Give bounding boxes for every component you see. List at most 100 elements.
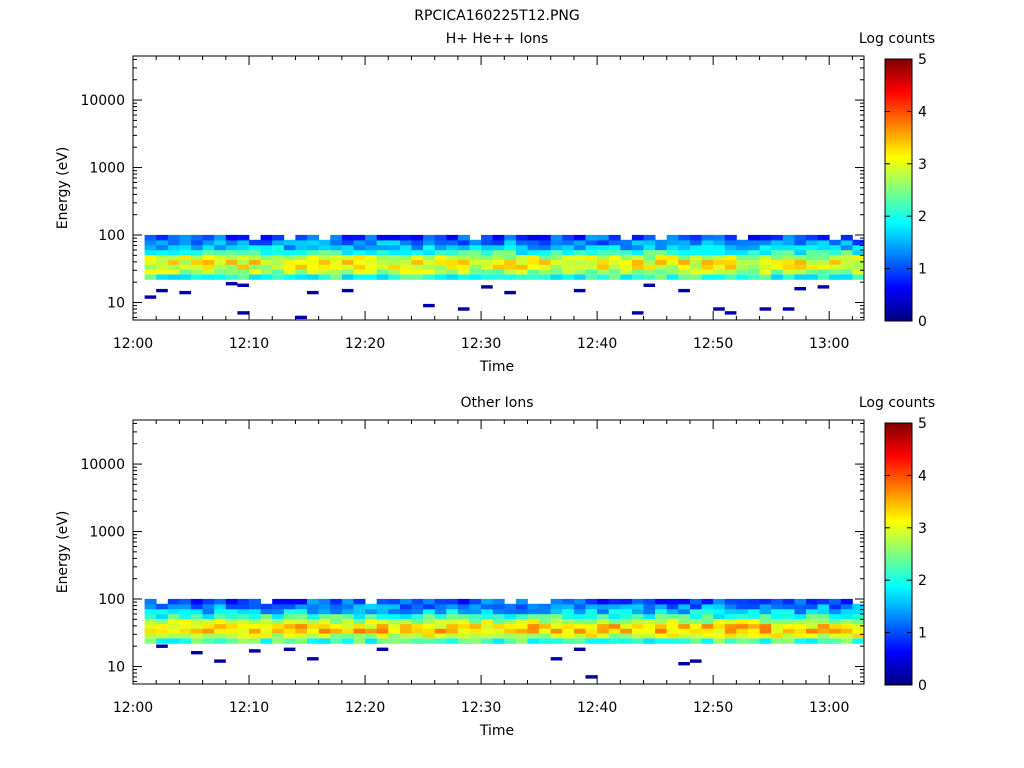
spectrogram-cell xyxy=(423,628,436,634)
spectrogram-cell xyxy=(260,638,273,644)
spectrogram-cell xyxy=(504,638,517,644)
spectrogram-cell xyxy=(840,239,853,246)
spectrogram-cell xyxy=(643,244,656,251)
spectrogram-cell xyxy=(457,628,470,634)
spectrogram-cell xyxy=(214,598,227,605)
spectrogram-cell xyxy=(214,244,227,251)
spectrogram-cell xyxy=(179,608,192,615)
spectrogram-cell xyxy=(156,608,169,615)
spectrogram-cell xyxy=(724,632,737,639)
spectrogram-cell xyxy=(179,598,192,605)
spectrogram-cell xyxy=(225,259,238,265)
spectrogram-cell xyxy=(643,603,656,610)
spectrogram-cell xyxy=(341,632,354,639)
spectrogram-cell xyxy=(225,268,238,275)
spectrogram-cell xyxy=(446,254,459,261)
spectrogram-cell xyxy=(806,618,818,625)
spectrogram-cell xyxy=(678,638,691,644)
spectrogram-cell xyxy=(782,264,795,270)
spectrogram-cell xyxy=(237,628,250,634)
spectrogram-cell xyxy=(260,264,273,270)
spectrogram-cell xyxy=(817,259,830,265)
spectrogram-cell xyxy=(411,274,424,280)
spectrogram-cell xyxy=(481,234,494,241)
spectrogram-cell xyxy=(504,618,517,625)
spectrogram-cell xyxy=(771,623,784,629)
spectrogram-cell xyxy=(806,603,818,610)
spectrogram-cell xyxy=(469,598,482,605)
spectrogram-cell xyxy=(481,608,494,615)
spectrogram-cell xyxy=(457,254,470,261)
spectrogram-cell xyxy=(701,613,714,619)
spectrogram-cell xyxy=(690,274,702,280)
spectrogram-cell xyxy=(643,254,656,261)
spectrogram-cell xyxy=(365,264,378,270)
spectrogram-cell xyxy=(643,628,656,634)
spectrogram-cell xyxy=(179,638,192,644)
spectrogram-cell xyxy=(550,598,563,605)
spectrogram-cell xyxy=(318,249,331,255)
spectrogram-cell xyxy=(376,268,389,275)
spectrogram-cell xyxy=(399,254,412,261)
spectrogram-cell xyxy=(736,623,749,629)
spectrogram-cell xyxy=(249,638,261,644)
spectrogram-cell xyxy=(585,239,598,246)
spectrogram-cell xyxy=(806,264,818,270)
spectrogram-cell xyxy=(759,244,772,251)
spectrogram-cell xyxy=(678,274,691,280)
sparse-count-cell xyxy=(191,651,203,655)
spectrogram-cell xyxy=(527,632,540,639)
spectrogram-cell xyxy=(202,613,215,619)
spectrogram-cell xyxy=(539,638,552,644)
spectrogram-cell xyxy=(794,603,807,610)
spectrogram-cell xyxy=(597,259,610,265)
spectrogram-cell xyxy=(620,268,633,275)
sparse-count-cell xyxy=(457,307,470,311)
spectrogram-cell xyxy=(330,234,343,241)
spectrogram-cell xyxy=(631,613,644,619)
spectrogram-cell xyxy=(411,264,424,270)
spectrogram-cell xyxy=(724,254,737,261)
spectrogram-cell xyxy=(318,608,331,615)
spectrogram-cell xyxy=(527,259,540,265)
spectrogram-cell xyxy=(283,268,296,275)
spectrogram-cell xyxy=(794,598,807,605)
spectrogram-cell xyxy=(655,244,668,251)
spectrogram-cell xyxy=(655,618,668,625)
spectrogram-cell xyxy=(597,632,610,639)
spectrogram-cell xyxy=(829,244,842,251)
spectrogram-cell xyxy=(469,239,482,246)
spectrogram-cell xyxy=(782,249,795,255)
spectrogram-cell xyxy=(411,259,424,265)
spectrogram-cell xyxy=(771,259,784,265)
spectrogram-cell xyxy=(353,274,366,280)
spectrogram-cell xyxy=(353,632,366,639)
spectrogram-cell xyxy=(666,618,679,625)
colorbar-label: Log counts xyxy=(859,31,935,47)
spectrogram-cell xyxy=(492,249,505,255)
spectrogram-cell xyxy=(399,628,412,634)
spectrogram-cell xyxy=(724,608,737,615)
spectrogram-cell xyxy=(341,234,354,241)
spectrogram-cell xyxy=(249,239,261,246)
spectrogram-cell xyxy=(817,632,830,639)
spectrogram-cell xyxy=(144,254,157,261)
spectrogram-cell xyxy=(307,598,319,605)
spectrogram-cell xyxy=(631,638,644,644)
spectrogram-cell xyxy=(655,608,668,615)
spectrogram-cell xyxy=(666,244,679,251)
spectrogram-cell xyxy=(504,613,517,619)
spectrogram-cell xyxy=(481,268,494,275)
spectrogram-cell xyxy=(840,603,853,610)
spectrogram-cell xyxy=(237,254,250,261)
x-tick-label: 12:20 xyxy=(345,700,385,716)
spectrogram-cell xyxy=(527,623,540,629)
spectrogram-cell xyxy=(620,249,633,255)
spectrogram-cell xyxy=(481,249,494,255)
spectrogram-cell xyxy=(678,234,691,241)
spectrogram-cell xyxy=(411,268,424,275)
spectrogram-cell xyxy=(330,613,343,619)
spectrogram-cell xyxy=(817,254,830,261)
spectrogram-cell xyxy=(492,274,505,280)
spectrogram-cell xyxy=(794,259,807,265)
